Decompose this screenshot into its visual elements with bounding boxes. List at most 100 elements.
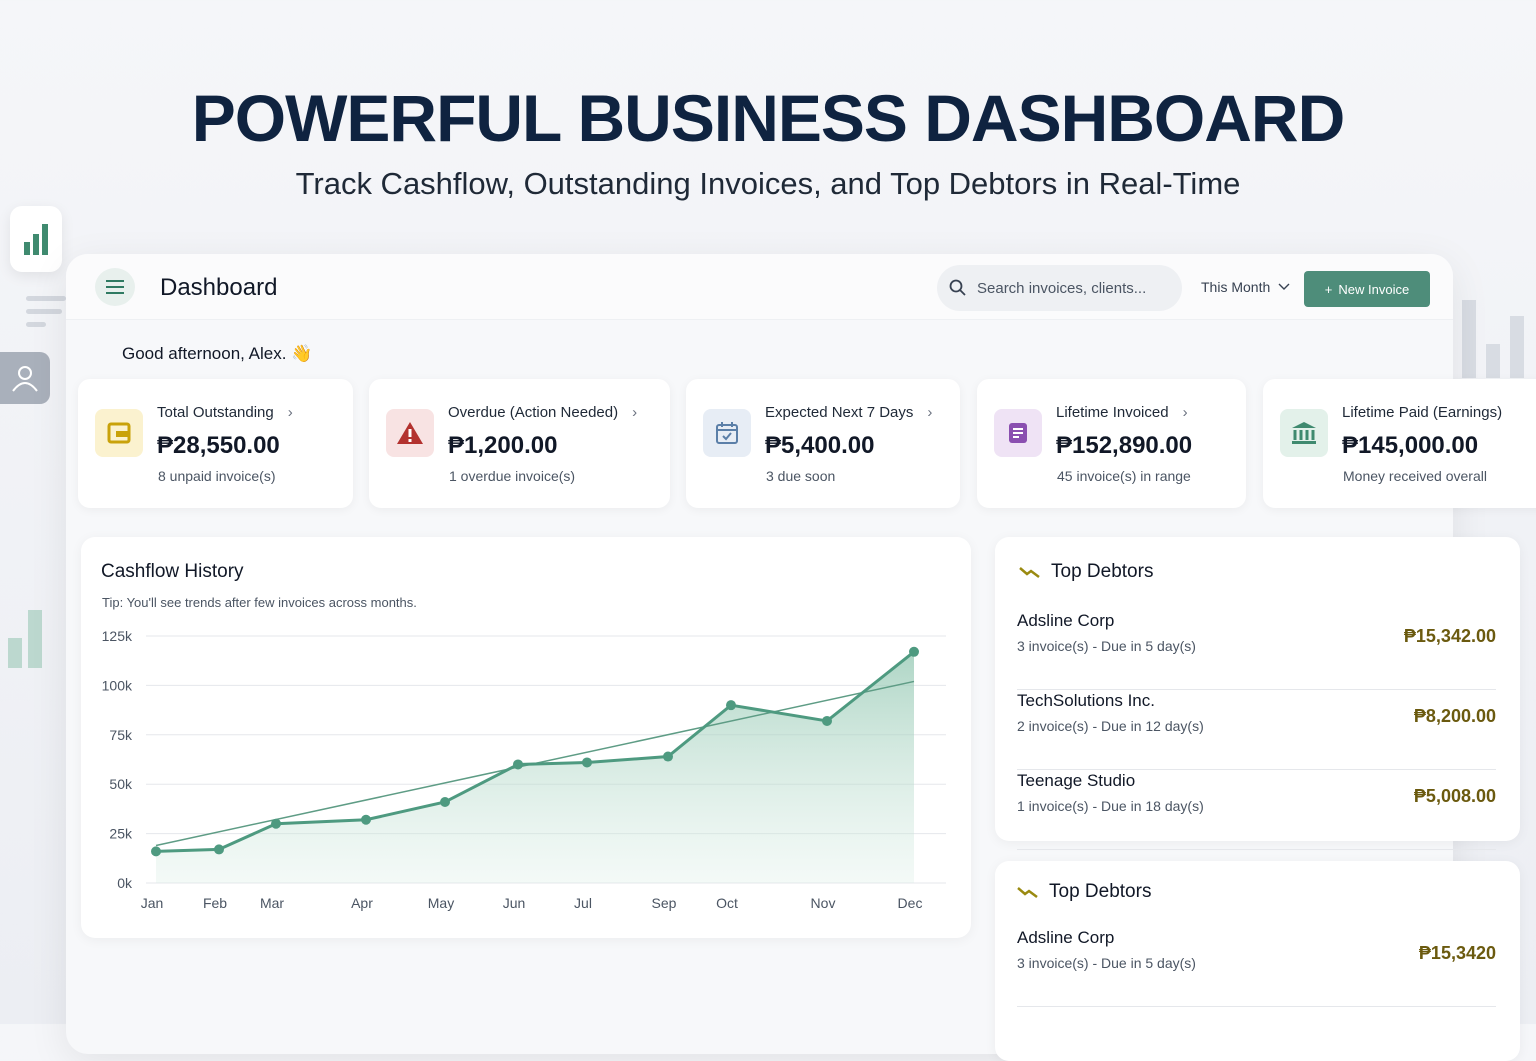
greeting: Good afternoon, Alex. 👋 xyxy=(122,344,313,363)
card-value: ₱5,400.00 xyxy=(765,432,875,459)
debtor-row[interactable]: Adsline Corp 3 invoice(s) - Due in 5 day(… xyxy=(1017,611,1496,690)
card-label: Overdue (Action Needed) › xyxy=(448,404,638,421)
card-value: ₱28,550.00 xyxy=(157,432,280,459)
cashflow-chart: 0k 25k 50k 75k 100k 125k Jan Feb Mar Apr May Jun Jul… xyxy=(102,628,946,911)
data-point-jul xyxy=(582,757,592,768)
warning-icon xyxy=(386,409,434,457)
debtor-meta: 3 invoice(s) - Due in 5 day(s) xyxy=(1017,955,1196,971)
area-fill xyxy=(156,651,914,883)
x-tick-label: Jul xyxy=(574,895,592,911)
debtor-amount: ₱15,342.00 xyxy=(1403,626,1496,646)
data-point-oct xyxy=(726,700,736,711)
hero-subtitle: Track Cashflow, Outstanding Invoices, an… xyxy=(295,166,1241,201)
search-icon xyxy=(949,279,966,296)
card-value: ₱1,200.00 xyxy=(448,432,558,459)
card-value: ₱145,000.00 xyxy=(1342,432,1479,459)
x-tick-label: Nov xyxy=(811,895,836,911)
card-subtext: 1 overdue invoice(s) xyxy=(449,468,576,484)
y-tick-label: 100k xyxy=(102,677,133,693)
invoice-icon xyxy=(994,409,1042,457)
debtor-meta: 3 invoice(s) - Due in 5 day(s) xyxy=(1017,638,1196,654)
summary-card[interactable]: Overdue (Action Needed) › ₱1,200.00 1 ove… xyxy=(369,379,670,508)
data-point-apr xyxy=(361,814,371,825)
debtor-amount: ₱5,008.00 xyxy=(1413,786,1496,806)
chart-logo-icon[interactable] xyxy=(10,206,62,272)
search-input[interactable]: Search invoices, clients... xyxy=(937,265,1182,311)
decorative-bars xyxy=(8,610,42,668)
decorative-bars xyxy=(1462,300,1524,378)
card-subtext: 3 due soon xyxy=(766,468,836,484)
data-point-jun xyxy=(513,759,523,770)
plus-icon: + xyxy=(1324,281,1333,297)
y-tick-label: 125k xyxy=(102,628,133,644)
y-tick-label: 25k xyxy=(109,826,133,842)
x-tick-label: Feb xyxy=(203,895,227,911)
chevron-right-icon[interactable]: › xyxy=(927,404,933,421)
chevron-right-icon[interactable]: › xyxy=(287,404,293,421)
wallet-icon xyxy=(95,409,143,457)
x-tick-label: Sep xyxy=(652,895,677,911)
debtor-meta: 1 invoice(s) - Due in 18 day(s) xyxy=(1017,798,1204,814)
debtor-row[interactable]: TechSolutions Inc. 2 invoice(s) - Due in … xyxy=(1017,691,1496,770)
y-tick-label: 0k xyxy=(117,875,133,891)
search-placeholder: Search invoices, clients... xyxy=(977,279,1147,297)
calendar-icon xyxy=(703,409,751,457)
period-label: This Month xyxy=(1201,279,1271,295)
data-point-mar xyxy=(271,818,281,829)
y-tick-label: 75k xyxy=(109,727,133,743)
x-tick-label: May xyxy=(428,895,454,911)
x-tick-label: Dec xyxy=(898,895,923,911)
chevron-right-icon[interactable]: › xyxy=(1182,404,1188,421)
bank-icon xyxy=(1280,409,1328,457)
data-point-nov xyxy=(822,715,832,726)
card-label: Total Outstanding › xyxy=(157,404,293,421)
chevron-down-icon xyxy=(1278,283,1290,290)
card-subtext: 45 invoice(s) in range xyxy=(1057,468,1191,484)
top-bar: Dashboard Search invoices, clients... Th… xyxy=(66,254,1453,320)
debtor-amount: ₱15,3420 xyxy=(1418,943,1496,963)
top-debtors-title: Top Debtors xyxy=(1051,561,1154,582)
period-dropdown[interactable]: This Month xyxy=(1201,279,1290,295)
card-subtext: 8 unpaid invoice(s) xyxy=(158,468,276,484)
sidebar-lines-decoration xyxy=(26,296,66,335)
top-debtors-title: Top Debtors xyxy=(1049,881,1152,902)
page-title: Dashboard xyxy=(160,274,278,301)
chevron-right-icon[interactable]: › xyxy=(632,404,638,421)
debtor-name: Teenage Studio xyxy=(1017,771,1136,790)
debtor-meta: 2 invoice(s) - Due in 12 day(s) xyxy=(1017,718,1204,734)
cashflow-panel: Cashflow History Tip: You'll see trends … xyxy=(81,537,971,938)
chart-tip: Tip: You'll see trends after few invoice… xyxy=(102,595,417,610)
data-point-feb xyxy=(214,844,224,855)
data-point-sep xyxy=(663,751,673,762)
new-invoice-button[interactable]: + New Invoice xyxy=(1304,271,1430,307)
data-point-may xyxy=(440,796,450,807)
debtor-amount: ₱8,200.00 xyxy=(1413,706,1496,726)
menu-icon[interactable] xyxy=(95,268,135,306)
summary-card[interactable]: Lifetime Paid (Earnings) ₱145,000.00 Mon… xyxy=(1263,379,1536,508)
summary-card[interactable]: Expected Next 7 Days › ₱5,400.00 3 due so… xyxy=(686,379,960,508)
debtor-name: Adsline Corp xyxy=(1017,928,1115,947)
data-point-dec xyxy=(909,646,919,657)
new-invoice-label: New Invoice xyxy=(1338,281,1410,297)
card-subtext: Money received overall xyxy=(1343,468,1487,484)
user-icon[interactable] xyxy=(0,352,50,404)
x-tick-label: Mar xyxy=(260,895,284,911)
y-tick-label: 50k xyxy=(109,776,133,792)
card-label: Expected Next 7 Days › xyxy=(765,404,933,421)
debtor-name: TechSolutions Inc. xyxy=(1017,691,1155,710)
data-point-jan xyxy=(151,846,161,857)
card-label: Lifetime Paid (Earnings) xyxy=(1342,404,1503,421)
top-debtors-panel-2: Top Debtors Adsline Corp 3 invoice(s) - D… xyxy=(995,861,1520,1061)
hero-title: POWERFUL BUSINESS DASHBOARD xyxy=(191,81,1346,155)
card-label: Lifetime Invoiced › xyxy=(1056,404,1188,421)
trend-down-icon xyxy=(1019,567,1040,578)
x-tick-label: Apr xyxy=(351,895,373,911)
top-debtors-panel: Top Debtors Adsline Corp 3 invoice(s) - D… xyxy=(995,537,1520,850)
summary-card[interactable]: Lifetime Invoiced › ₱152,890.00 45 invoic… xyxy=(977,379,1246,508)
debtor-name: Adsline Corp xyxy=(1017,611,1115,630)
debtor-row[interactable]: Adsline Corp 3 invoice(s) - Due in 5 day(… xyxy=(1017,928,1496,1007)
debtor-row[interactable]: Teenage Studio 1 invoice(s) - Due in 18 d… xyxy=(1017,771,1496,850)
x-tick-label: Oct xyxy=(716,895,738,911)
summary-card[interactable]: Total Outstanding › ₱28,550.00 8 unpaid i… xyxy=(78,379,353,508)
x-tick-label: Jun xyxy=(503,895,526,911)
